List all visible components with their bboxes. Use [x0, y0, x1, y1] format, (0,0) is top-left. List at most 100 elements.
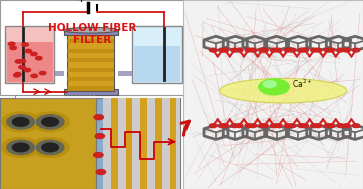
FancyBboxPatch shape	[183, 0, 363, 189]
Circle shape	[31, 74, 37, 78]
Circle shape	[284, 124, 291, 128]
FancyBboxPatch shape	[103, 98, 111, 189]
Circle shape	[236, 124, 243, 128]
Circle shape	[95, 134, 105, 139]
Circle shape	[315, 124, 322, 128]
Circle shape	[221, 48, 229, 52]
FancyBboxPatch shape	[170, 98, 176, 189]
FancyBboxPatch shape	[64, 89, 118, 95]
Ellipse shape	[220, 78, 347, 103]
Circle shape	[270, 48, 278, 52]
FancyBboxPatch shape	[5, 26, 54, 83]
Circle shape	[324, 124, 331, 128]
FancyBboxPatch shape	[118, 98, 126, 189]
Circle shape	[2, 112, 40, 132]
Circle shape	[94, 153, 103, 157]
Circle shape	[231, 48, 238, 52]
Circle shape	[275, 124, 282, 128]
Circle shape	[298, 124, 305, 128]
FancyBboxPatch shape	[162, 98, 170, 189]
Circle shape	[39, 71, 46, 75]
Circle shape	[221, 124, 229, 128]
Circle shape	[42, 118, 58, 126]
Circle shape	[289, 48, 296, 52]
Circle shape	[12, 143, 29, 152]
Circle shape	[15, 73, 21, 76]
Text: +: +	[77, 0, 84, 4]
FancyBboxPatch shape	[126, 98, 132, 189]
Circle shape	[13, 74, 20, 77]
Circle shape	[324, 48, 331, 52]
Circle shape	[24, 68, 30, 72]
Circle shape	[19, 59, 26, 63]
Circle shape	[352, 48, 360, 52]
Circle shape	[249, 124, 257, 128]
FancyBboxPatch shape	[0, 0, 185, 94]
Text: HOLLOW FIBER
FILTER: HOLLOW FIBER FILTER	[48, 23, 137, 45]
Circle shape	[259, 124, 266, 128]
Circle shape	[2, 138, 40, 157]
Circle shape	[245, 48, 252, 52]
FancyBboxPatch shape	[132, 98, 140, 189]
Circle shape	[352, 124, 360, 128]
FancyBboxPatch shape	[7, 42, 53, 82]
FancyBboxPatch shape	[0, 98, 96, 189]
Circle shape	[96, 170, 106, 174]
Text: Ca$^{2+}$: Ca$^{2+}$	[292, 78, 313, 90]
Text: −: −	[101, 0, 109, 4]
Circle shape	[249, 48, 257, 52]
Circle shape	[270, 124, 278, 128]
Circle shape	[259, 79, 289, 95]
Circle shape	[337, 124, 344, 128]
Circle shape	[236, 48, 243, 52]
FancyBboxPatch shape	[140, 98, 147, 189]
Circle shape	[7, 115, 34, 129]
Circle shape	[261, 48, 268, 52]
Circle shape	[301, 48, 309, 52]
FancyBboxPatch shape	[155, 98, 162, 189]
Circle shape	[42, 143, 58, 152]
Circle shape	[15, 60, 22, 63]
Circle shape	[311, 48, 318, 52]
Circle shape	[245, 124, 252, 128]
Circle shape	[36, 115, 64, 129]
Circle shape	[219, 124, 226, 128]
Circle shape	[25, 49, 32, 53]
Circle shape	[261, 124, 268, 128]
FancyBboxPatch shape	[176, 98, 180, 189]
FancyBboxPatch shape	[67, 34, 114, 91]
FancyBboxPatch shape	[132, 26, 182, 83]
Circle shape	[94, 115, 103, 120]
FancyBboxPatch shape	[111, 98, 118, 189]
Circle shape	[289, 124, 296, 128]
FancyBboxPatch shape	[147, 98, 155, 189]
Circle shape	[219, 48, 226, 52]
Circle shape	[36, 57, 42, 60]
Circle shape	[284, 48, 291, 52]
Circle shape	[311, 124, 318, 128]
Circle shape	[275, 48, 282, 52]
Circle shape	[259, 48, 266, 52]
Ellipse shape	[64, 27, 118, 33]
Circle shape	[31, 138, 69, 157]
Circle shape	[327, 48, 335, 52]
Circle shape	[209, 48, 217, 52]
Circle shape	[337, 48, 344, 52]
Circle shape	[343, 48, 350, 52]
Circle shape	[209, 124, 217, 128]
Circle shape	[231, 124, 238, 128]
Circle shape	[22, 43, 28, 46]
Circle shape	[343, 124, 350, 128]
FancyBboxPatch shape	[64, 29, 118, 35]
Circle shape	[30, 52, 37, 56]
Circle shape	[31, 112, 69, 132]
FancyBboxPatch shape	[96, 98, 180, 189]
Circle shape	[36, 140, 64, 155]
Circle shape	[263, 81, 276, 88]
Circle shape	[7, 140, 34, 155]
FancyBboxPatch shape	[134, 46, 180, 82]
Circle shape	[301, 124, 309, 128]
Circle shape	[12, 118, 29, 126]
Circle shape	[327, 124, 335, 128]
Circle shape	[315, 48, 322, 52]
